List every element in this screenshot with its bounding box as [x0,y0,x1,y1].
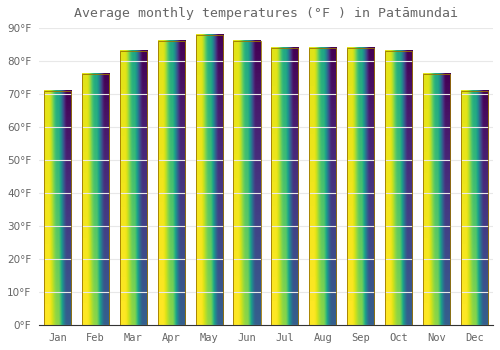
Bar [234,41,260,326]
Bar [158,41,185,326]
Bar [309,48,336,326]
Bar [196,35,223,326]
Bar [385,51,412,326]
Bar [120,51,147,326]
Bar [422,74,450,326]
Bar [44,91,72,326]
Bar [347,48,374,326]
Bar [460,91,488,326]
Bar [82,74,109,326]
Title: Average monthly temperatures (°F ) in Patāmundai: Average monthly temperatures (°F ) in Pa… [74,7,458,20]
Bar [271,48,298,326]
